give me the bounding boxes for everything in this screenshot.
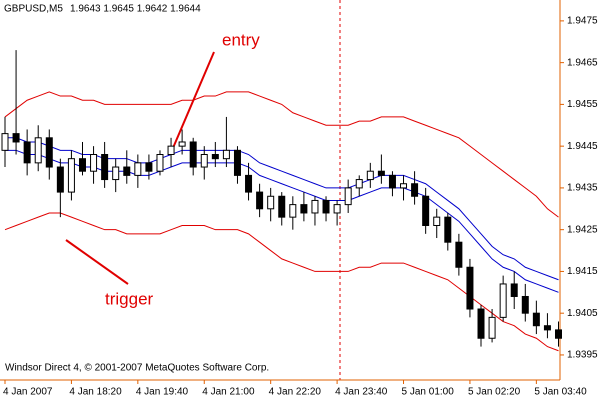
candle-body [466,266,474,310]
chart-ohlc: 1.9643 1.9645 1.9642 1.9644 [70,4,201,15]
candle-body [1,133,9,151]
candle-body [245,174,253,193]
candle-body [200,154,208,168]
y-tick-label: 1.9475 [567,16,598,27]
candle-body [300,204,308,214]
y-tick-label: 1.9405 [567,308,598,319]
x-tick-label: 4 Jan 22:20 [269,387,322,398]
candle-body [444,216,452,243]
candle-body [178,141,186,147]
band-line [5,137,559,281]
candle-body [189,141,197,168]
candle-body [344,187,352,206]
candle-body [322,199,330,214]
y-tick-label: 1.9445 [567,141,598,152]
y-tick-label: 1.9465 [567,57,598,68]
candle-body [455,241,463,268]
candle-body [156,154,164,172]
candle-body [233,149,241,176]
x-tick-label: 5 Jan 02:20 [468,387,521,398]
candle-body [388,174,396,189]
candle-body [134,162,142,176]
candle-body [377,170,385,176]
candle-body [543,325,551,331]
candle-body [555,329,562,339]
candle-body [499,283,507,318]
y-tick-label: 1.9435 [567,183,598,194]
x-tick-label: 4 Jan 23:40 [335,387,388,398]
candle-body [23,141,31,164]
annotation: trigger [105,289,154,308]
candle-body [411,183,419,197]
candle-body [477,308,485,339]
y-tick-label: 1.9395 [567,350,598,361]
candle-body [90,154,98,172]
y-tick-label: 1.9455 [567,99,598,110]
candle-body [101,154,109,181]
candle-body [211,154,219,160]
copyright: Windsor Direct 4, © 2001-2007 MetaQuotes… [5,363,269,374]
candle-body [145,162,153,172]
candle-body [366,170,374,181]
band-line [5,149,559,293]
x-tick-label: 5 Jan 01:00 [402,387,455,398]
candle-body [67,158,75,193]
candle-body [12,133,20,143]
x-tick-label: 4 Jan 19:40 [136,387,189,398]
x-tick-label: 4 Jan 2007 [3,387,53,398]
annotation: entry [222,30,260,49]
candle-body [333,204,341,214]
y-tick-label: 1.9425 [567,224,598,235]
candle-body [45,137,53,168]
candle-body [222,149,230,160]
candle-body [256,191,264,210]
candle-body [488,316,496,339]
annotation-arrow [169,51,215,156]
candle-body [34,137,42,164]
chart-title: GBPUSD,M5 [4,4,63,15]
candle-body [510,283,518,297]
candle-body [278,195,286,218]
candle-body [311,199,319,214]
candle-body [123,166,131,176]
x-tick-label: 4 Jan 18:20 [69,387,122,398]
x-tick-label: 4 Jan 21:00 [202,387,255,398]
band-line [4,91,559,218]
band-line [4,212,559,352]
candle-body [289,204,297,218]
candle-body [167,145,175,156]
candle-body [78,158,86,172]
x-tick-label: 5 Jan 03:40 [534,387,587,398]
candle-body [422,195,430,226]
y-tick-label: 1.9415 [567,266,598,277]
annotation-arrow [65,239,129,285]
candle-body [267,195,275,210]
candle-body [532,312,540,327]
candle-body [112,166,120,181]
candle-body [521,295,529,314]
candle-body [56,166,64,193]
candle-body [433,216,441,226]
candle-body [355,179,363,189]
candle-body [400,183,408,189]
